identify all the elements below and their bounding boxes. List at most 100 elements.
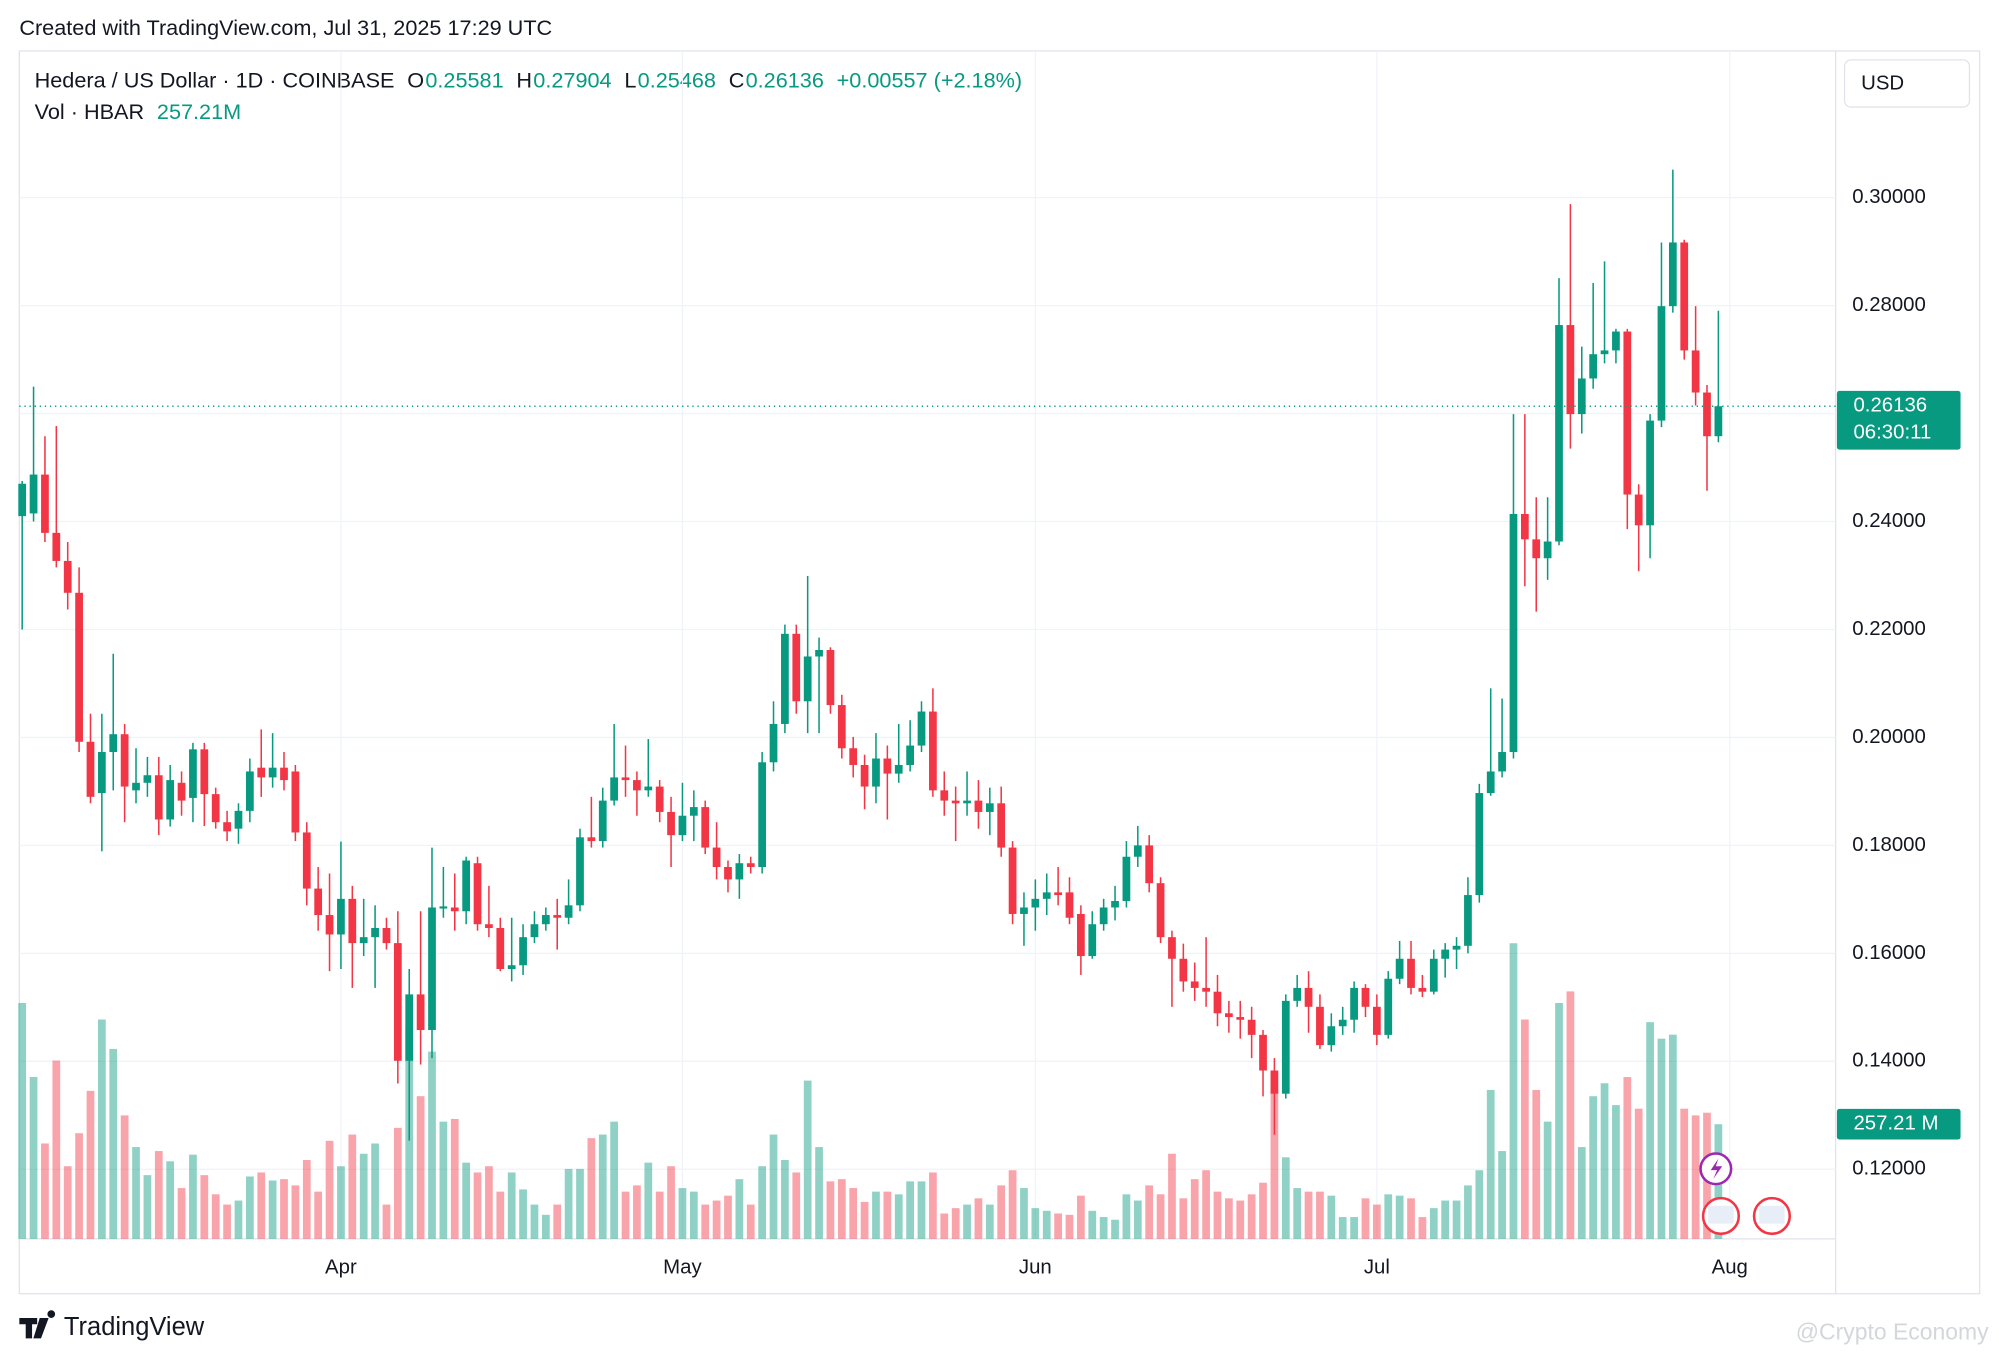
candle-body bbox=[701, 807, 710, 848]
volume-bar bbox=[337, 1166, 345, 1239]
volume-bar bbox=[29, 1077, 38, 1239]
volume-bar bbox=[97, 1019, 106, 1239]
candle-body bbox=[223, 822, 231, 832]
volume-bar bbox=[1293, 1188, 1302, 1239]
candle-body bbox=[450, 907, 459, 912]
volume-bar bbox=[1020, 1188, 1028, 1239]
volume-bar bbox=[1509, 943, 1518, 1239]
candle-body bbox=[200, 749, 209, 795]
candle-body bbox=[655, 786, 664, 812]
volume-bar bbox=[507, 1172, 516, 1239]
ohlc-key: H bbox=[516, 67, 532, 92]
candle-body bbox=[166, 780, 175, 820]
candle-body bbox=[724, 866, 732, 880]
volume-bar bbox=[1099, 1217, 1108, 1239]
candle-body bbox=[963, 800, 971, 804]
volume-bar bbox=[644, 1162, 653, 1239]
volume-bar bbox=[1031, 1208, 1040, 1239]
candle-body bbox=[86, 741, 95, 797]
candle-body bbox=[1486, 771, 1495, 794]
candle-body bbox=[1179, 958, 1188, 982]
candle-body bbox=[1065, 892, 1074, 918]
candle-body bbox=[302, 832, 311, 889]
candle-body bbox=[1156, 883, 1165, 938]
volume-bar bbox=[1372, 1204, 1381, 1239]
candle-body bbox=[473, 863, 482, 925]
volume-bar bbox=[245, 1176, 254, 1239]
volume-bar bbox=[189, 1154, 197, 1239]
volume-bar bbox=[393, 1127, 402, 1239]
candle-body bbox=[1714, 406, 1723, 437]
volume-bar bbox=[473, 1172, 482, 1239]
volume-bar bbox=[1532, 1089, 1541, 1239]
candle-body bbox=[462, 860, 471, 912]
candle-body bbox=[439, 906, 448, 909]
event-icon-bolt bbox=[1710, 1158, 1723, 1180]
volume-bar bbox=[1577, 1147, 1586, 1239]
volume-bar bbox=[75, 1133, 83, 1239]
volume-bar bbox=[1657, 1038, 1666, 1239]
candle-body bbox=[576, 837, 584, 906]
volume-bar bbox=[951, 1208, 960, 1239]
volume-bar bbox=[985, 1204, 994, 1239]
candle-body bbox=[929, 711, 937, 791]
candle-body bbox=[1498, 752, 1506, 772]
volume-bar bbox=[1429, 1208, 1438, 1239]
volume-bar bbox=[450, 1118, 459, 1239]
volume-bar bbox=[234, 1200, 243, 1239]
x-tick-label: Jul bbox=[1364, 1257, 1390, 1279]
candle-body bbox=[1589, 354, 1598, 379]
candle-body bbox=[1281, 1000, 1290, 1094]
candle-body bbox=[1145, 845, 1154, 884]
candle-body bbox=[1236, 1017, 1245, 1020]
y-tick-label: 0.20000 bbox=[1852, 726, 1926, 748]
candle-body bbox=[1429, 958, 1438, 992]
volume-bar bbox=[496, 1191, 505, 1239]
candle-body bbox=[1031, 898, 1040, 908]
volume-bar bbox=[587, 1138, 596, 1239]
candle-body bbox=[541, 915, 550, 925]
volume-bar bbox=[211, 1194, 220, 1239]
volume-bar bbox=[849, 1188, 858, 1239]
volume-bar bbox=[929, 1172, 937, 1239]
y-tick-label: 0.24000 bbox=[1852, 510, 1926, 532]
volume-bar bbox=[1259, 1182, 1267, 1239]
candle-body bbox=[872, 758, 880, 787]
candles bbox=[18, 169, 1723, 1141]
candle-body bbox=[143, 775, 152, 783]
flag-icon bbox=[1759, 1205, 1785, 1224]
x-tick-label: Apr bbox=[325, 1257, 357, 1279]
volume-bar bbox=[519, 1189, 527, 1239]
volume-bar bbox=[917, 1181, 926, 1239]
currency-button[interactable] bbox=[1843, 59, 1971, 108]
frame bbox=[18, 50, 1981, 1295]
candle-body bbox=[1077, 913, 1085, 957]
volume-bar bbox=[428, 1051, 436, 1239]
candle-body bbox=[1680, 242, 1689, 351]
candle-body bbox=[1042, 892, 1051, 899]
volume-bar bbox=[1281, 1157, 1290, 1239]
volume-bar bbox=[1077, 1195, 1085, 1239]
volume-bar bbox=[621, 1191, 630, 1239]
candle-body bbox=[1304, 987, 1313, 1007]
candle-body bbox=[41, 474, 49, 533]
volume-bar bbox=[1441, 1200, 1450, 1239]
currency[interactable]: USD bbox=[1861, 73, 1904, 95]
volume-bar bbox=[1407, 1198, 1415, 1239]
candle-body bbox=[712, 847, 721, 867]
candle-body bbox=[1213, 991, 1222, 1014]
ohlc-value: 0.25581 bbox=[425, 67, 503, 92]
candle-body bbox=[189, 749, 197, 798]
price-tag bbox=[1836, 390, 1961, 450]
volume-bar bbox=[860, 1201, 869, 1239]
volume-bar bbox=[1179, 1198, 1188, 1239]
grid bbox=[19, 50, 1836, 1239]
volume-bar bbox=[132, 1147, 140, 1239]
volume-bar bbox=[1646, 1022, 1654, 1239]
candle-body bbox=[1691, 350, 1700, 393]
volume-bar bbox=[758, 1166, 767, 1239]
candle-body bbox=[507, 965, 516, 970]
candle-body bbox=[268, 767, 277, 778]
candle-body bbox=[1293, 987, 1302, 1001]
volume-bar bbox=[86, 1090, 95, 1239]
